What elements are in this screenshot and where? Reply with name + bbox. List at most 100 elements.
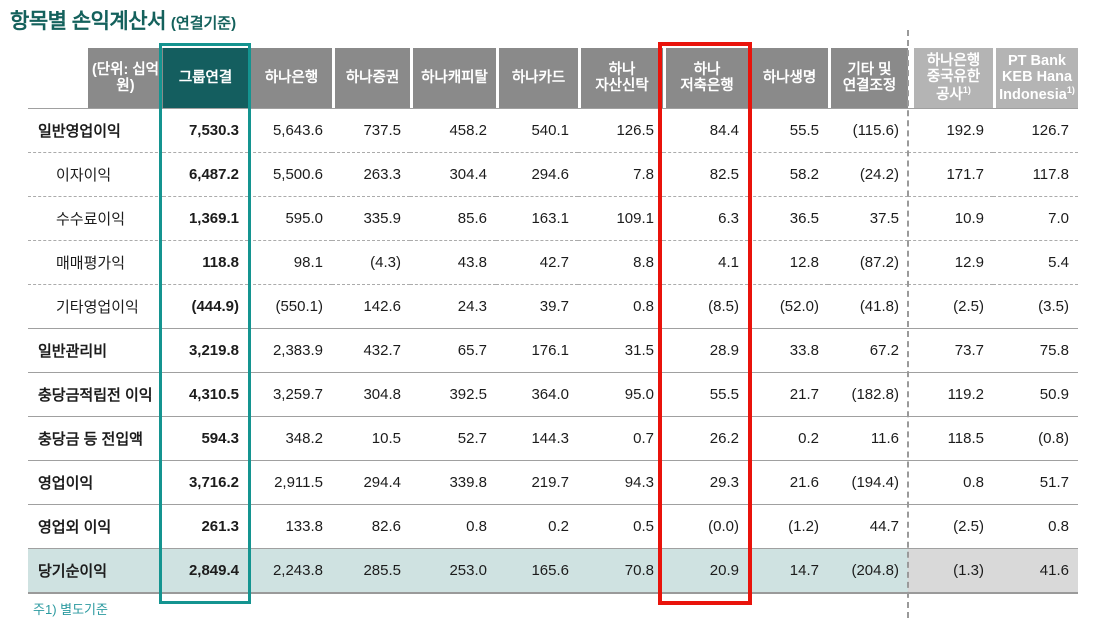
column-header-line: KEB Hana: [1001, 68, 1073, 85]
column-header-hana-capital: 하나캐피탈: [410, 48, 496, 108]
value-cell: 29.3: [663, 460, 748, 504]
table-row: 영업외 이익 261.3 133.8 82.6 0.8 0.2 0.5 (0.0) (1.2) 4…: [28, 504, 1078, 548]
value-cell: 7,530.3: [163, 108, 248, 152]
value-cell: 82.5: [663, 152, 748, 196]
value-cell: 219.7: [496, 460, 578, 504]
value-cell: 0.7: [578, 416, 663, 460]
column-header-group-consolidated: 그룹연결: [163, 48, 248, 108]
value-cell: (8.5): [663, 284, 748, 328]
table-row: 매매평가익 118.8 98.1 (4.3) 43.8 42.7 8.8 4.1 12.8 (87…: [28, 240, 1078, 284]
footnote: 주1) 별도기준: [33, 602, 108, 617]
column-header-line: 하나: [693, 61, 721, 78]
value-cell: 304.4: [410, 152, 496, 196]
value-cell: (52.0): [748, 284, 828, 328]
value-cell: 95.0: [578, 372, 663, 416]
row-label-cell: 충당금 등 전입액: [28, 416, 163, 460]
value-cell: 21.6: [748, 460, 828, 504]
row-label-cell: 충당금적립전 이익: [28, 372, 163, 416]
value-cell: 75.8: [993, 328, 1078, 372]
column-header-hana-bank: 하나은행: [248, 48, 332, 108]
value-cell: 304.8: [332, 372, 410, 416]
value-cell: 7.8: [578, 152, 663, 196]
column-header-line: Indonesia1): [999, 85, 1075, 104]
value-cell: 24.3: [410, 284, 496, 328]
value-cell: 364.0: [496, 372, 578, 416]
unit-label: (단위: 십억원): [88, 48, 163, 108]
value-cell: 261.3: [163, 504, 248, 548]
value-cell: 65.7: [410, 328, 496, 372]
value-cell: 0.5: [578, 504, 663, 548]
table-body: 일반영업이익 7,530.3 5,643.6 737.5 458.2 540.1 126.5…: [28, 108, 1078, 594]
value-cell: 117.8: [993, 152, 1078, 196]
value-cell: (1.2): [748, 504, 828, 548]
value-cell: 192.9: [908, 108, 993, 152]
value-cell: 335.9: [332, 196, 410, 240]
value-cell: 12.8: [748, 240, 828, 284]
value-cell: 0.8: [578, 284, 663, 328]
value-cell: 2,383.9: [248, 328, 332, 372]
column-header-line: 공사1): [936, 85, 971, 104]
column-header-line: 하나증권: [345, 69, 400, 86]
value-cell: 432.7: [332, 328, 410, 372]
value-cell: (550.1): [248, 284, 332, 328]
column-header-line: 저축은행: [680, 78, 734, 94]
column-header-line: 기타 및: [847, 61, 892, 78]
value-cell: 50.9: [993, 372, 1078, 416]
value-cell: 3,259.7: [248, 372, 332, 416]
value-cell: 1,369.1: [163, 196, 248, 240]
table-row: 충당금적립전 이익 4,310.5 3,259.7 304.8 392.5 364.0 95…: [28, 372, 1078, 416]
column-header-hana-card: 하나카드: [496, 48, 578, 108]
value-cell: (3.5): [993, 284, 1078, 328]
value-cell: 36.5: [748, 196, 828, 240]
value-cell: 42.7: [496, 240, 578, 284]
column-header-line: 하나은행: [926, 52, 981, 69]
value-cell: 144.3: [496, 416, 578, 460]
value-cell: 0.8: [410, 504, 496, 548]
page-title-main: 항목별 손익계산서: [10, 10, 166, 33]
row-label-cell: 이자이익: [28, 152, 163, 196]
value-cell: 5,500.6: [248, 152, 332, 196]
value-cell: 126.7: [993, 108, 1078, 152]
value-cell: 594.3: [163, 416, 248, 460]
value-cell: 285.5: [332, 548, 410, 594]
value-cell: 171.7: [908, 152, 993, 196]
value-cell: 0.8: [908, 460, 993, 504]
value-cell: (0.8): [993, 416, 1078, 460]
value-cell: 7.0: [993, 196, 1078, 240]
value-cell: (41.8): [828, 284, 908, 328]
value-cell: 73.7: [908, 328, 993, 372]
value-cell: 339.8: [410, 460, 496, 504]
page-title-suffix: (연결기준): [170, 15, 237, 32]
column-header-hana-savings-bank: 하나 저축은행: [663, 48, 748, 108]
table-row: 일반관리비 3,219.8 2,383.9 432.7 65.7 176.1 31.5 28.…: [28, 328, 1078, 372]
column-header-line: 그룹연결: [178, 69, 233, 86]
value-cell: 55.5: [663, 372, 748, 416]
row-label-cell: 영업외 이익: [28, 504, 163, 548]
value-cell: 126.5: [578, 108, 663, 152]
value-cell: (204.8): [828, 548, 908, 594]
value-cell: 26.2: [663, 416, 748, 460]
value-cell: 58.2: [748, 152, 828, 196]
column-header-line: 하나생명: [762, 69, 817, 86]
table-row: 기타영업이익 (444.9) (550.1) 142.6 24.3 39.7 0.8 (8.5…: [28, 284, 1078, 328]
column-header-line: 하나은행: [264, 69, 319, 86]
value-cell: 85.6: [410, 196, 496, 240]
income-table: (단위: 십억원) 그룹연결 하나은행 하나증권 하나캐피탈 하나카드 하나 자산신탁 하나 저축…: [28, 48, 1078, 594]
value-cell: (4.3): [332, 240, 410, 284]
value-cell: 55.5: [748, 108, 828, 152]
value-cell: 67.2: [828, 328, 908, 372]
value-cell: 4,310.5: [163, 372, 248, 416]
value-cell: (182.8): [828, 372, 908, 416]
table-row: 수수료이익 1,369.1 595.0 335.9 85.6 163.1 109.1 6.3 3…: [28, 196, 1078, 240]
value-cell: 595.0: [248, 196, 332, 240]
column-header-line: 하나카드: [511, 69, 566, 86]
value-cell: 348.2: [248, 416, 332, 460]
value-cell: 51.7: [993, 460, 1078, 504]
value-cell: 44.7: [828, 504, 908, 548]
value-cell: 21.7: [748, 372, 828, 416]
income-statement-table-wrap: (단위: 십억원) 그룹연결 하나은행 하나증권 하나캐피탈 하나카드 하나 자산신탁 하나 저축…: [28, 30, 1078, 618]
value-cell: 0.2: [748, 416, 828, 460]
value-cell: 4.1: [663, 240, 748, 284]
value-cell: 2,911.5: [248, 460, 332, 504]
value-cell: 118.5: [908, 416, 993, 460]
